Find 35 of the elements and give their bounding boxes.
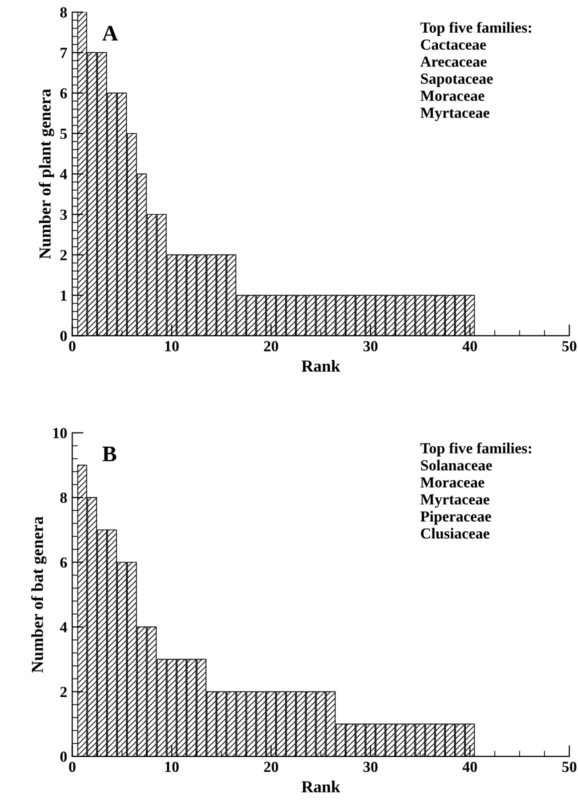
y-tick-label: 2 — [60, 250, 67, 260]
annotation: Top five families: Cactaceae Arecaceae Sapotaceae Moraceae Myrtaceae — [420, 22, 532, 122]
x-tick-label: 10 — [165, 341, 179, 352]
x-tick-label: 50 — [562, 341, 576, 352]
x-tick-label: 30 — [363, 762, 378, 772]
y-axis-title: Number of bat genera — [31, 516, 47, 673]
y-tick-label: 1 — [60, 290, 67, 301]
y-tick-label: 7 — [60, 48, 68, 58]
x-axis-title: Rank — [302, 360, 340, 372]
y-tick-label: 8 — [60, 492, 67, 503]
x-tick-label: 10 — [165, 762, 179, 772]
x-tick-label: 0 — [69, 762, 76, 772]
chart-title: A — [102, 26, 118, 40]
x-tick-label: 20 — [264, 341, 278, 352]
x-tick-label: 0 — [69, 341, 76, 352]
y-tick-label: 6 — [60, 557, 67, 568]
y-tick-label: 0 — [60, 752, 67, 762]
y-axis-title: Number of plant genera — [38, 88, 54, 259]
x-tick-label: 20 — [264, 762, 278, 772]
y-tick-label: 5 — [60, 128, 67, 139]
y-tick-label: 4 — [60, 169, 68, 180]
y-tick-label: 8 — [60, 7, 67, 18]
chart-title: B — [102, 446, 116, 462]
y-tick-label: 10 — [53, 428, 67, 438]
y-tick-label: 4 — [60, 622, 68, 632]
x-tick-label: 50 — [562, 762, 576, 772]
x-tick-label: 40 — [462, 341, 477, 352]
y-tick-label: 2 — [60, 686, 67, 697]
x-tick-label: 40 — [462, 762, 477, 772]
y-tick-label: 0 — [60, 330, 67, 342]
y-tick-label: 3 — [60, 210, 67, 220]
y-tick-label: 6 — [60, 88, 67, 98]
x-axis-title: Rank — [302, 780, 340, 792]
x-tick-label: 30 — [363, 341, 378, 352]
annotation: Top five families: Solanaceae Moraceae Myrtaceae Piperaceae Clusiaceae — [420, 442, 532, 539]
